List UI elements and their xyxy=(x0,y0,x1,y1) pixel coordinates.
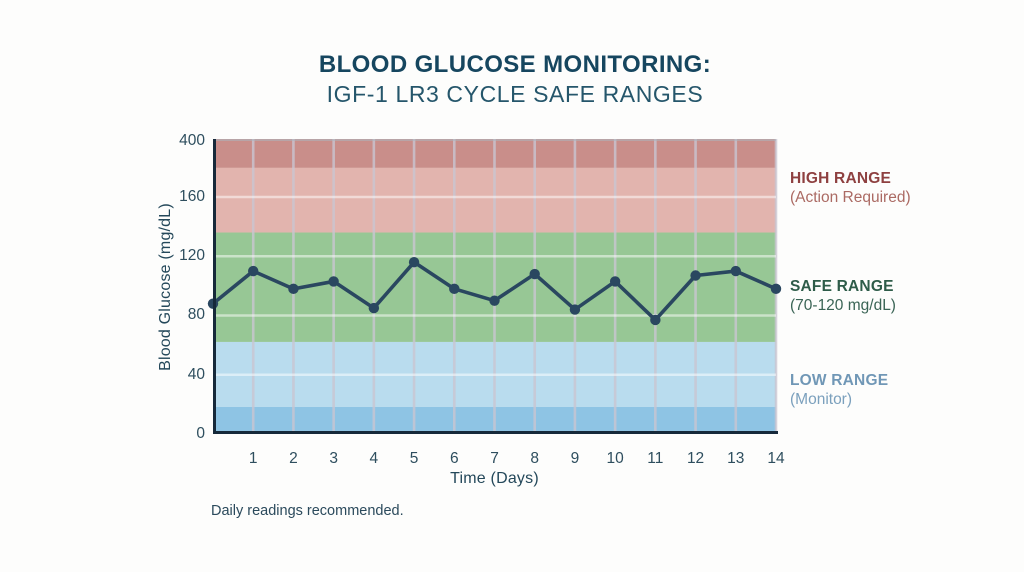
y-tick-label-400: 400 xyxy=(179,132,205,149)
data-point-day-7 xyxy=(489,295,500,306)
page-title: BLOOD GLUCOSE MONITORING: IGF-1 LR3 CYCL… xyxy=(0,50,1024,109)
data-point-day-11 xyxy=(650,314,661,326)
x-tick-label-1: 1 xyxy=(248,450,258,467)
data-point-day-10 xyxy=(609,276,621,287)
x-tick-label-10: 10 xyxy=(606,450,624,467)
x-tick-label-3: 3 xyxy=(329,450,338,467)
data-point-day-3 xyxy=(328,276,339,287)
data-point-day-13 xyxy=(730,265,741,277)
high-range-sublabel: (Action Required) xyxy=(790,189,911,206)
x-tick-label-13: 13 xyxy=(727,450,745,467)
safe-range-label: SAFE RANGE xyxy=(790,278,894,295)
legend-safe-range: SAFE RANGE (70-120 mg/dL) xyxy=(790,277,1010,315)
x-tick-label-14: 14 xyxy=(767,450,785,467)
x-tick-label-12: 12 xyxy=(686,450,705,467)
y-axis-title: Blood Glucose (mg/dL) xyxy=(157,203,174,371)
data-point-day-6 xyxy=(449,283,460,295)
x-tick-label-11: 11 xyxy=(647,450,664,467)
low-range-label: LOW RANGE xyxy=(790,372,889,389)
x-tick-label-2: 2 xyxy=(289,450,298,467)
data-point-day-5 xyxy=(408,256,420,268)
data-point-day-12 xyxy=(690,270,701,281)
legend-low-range: LOW RANGE (Monitor) xyxy=(790,371,1010,409)
x-tick-label-6: 6 xyxy=(449,450,459,467)
x-tick-label-4: 4 xyxy=(369,450,379,467)
data-point-day-8 xyxy=(529,268,540,280)
low-range-sublabel: (Monitor) xyxy=(790,391,853,408)
footer-note: Daily readings recommended. xyxy=(211,503,404,519)
x-tick-label-9: 9 xyxy=(570,450,580,467)
data-point-day-1 xyxy=(248,265,259,277)
title-line-1: BLOOD GLUCOSE MONITORING: xyxy=(318,51,712,78)
data-point-day-2 xyxy=(288,283,299,295)
y-tick-label-40: 40 xyxy=(187,365,205,383)
x-tick-label-5: 5 xyxy=(409,450,419,467)
data-point-day-14 xyxy=(770,283,782,295)
data-point-day-4 xyxy=(368,302,380,314)
x-axis-title: Time (Days) xyxy=(450,470,539,487)
y-tick-label-120: 120 xyxy=(179,247,205,265)
title-line-2: IGF-1 LR3 CYCLE SAFE RANGES xyxy=(326,81,704,107)
x-tick-label-8: 8 xyxy=(530,450,540,467)
legend-high-range: HIGH RANGE (Action Required) xyxy=(790,169,1010,207)
y-tick-label-160: 160 xyxy=(179,187,205,205)
safe-range-sublabel: (70-120 mg/dL) xyxy=(790,297,896,314)
chart-plot-area xyxy=(207,139,782,434)
glucose-chart xyxy=(207,139,782,434)
y-tick-label-80: 80 xyxy=(187,306,205,324)
high-range-label: HIGH RANGE xyxy=(790,170,892,187)
x-tick-label-7: 7 xyxy=(490,450,499,467)
data-point-day-9 xyxy=(569,304,581,315)
y-tick-label-0: 0 xyxy=(196,425,205,442)
